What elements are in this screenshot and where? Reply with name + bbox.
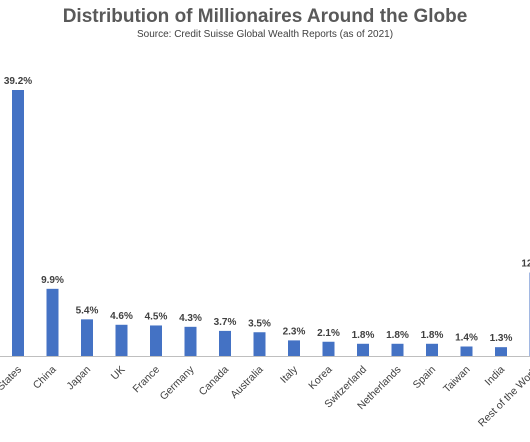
data-label: 3.7% (214, 317, 237, 328)
data-label: 4.6% (110, 311, 133, 322)
data-label: 3.5% (248, 318, 271, 329)
bar (460, 346, 473, 356)
bar (115, 324, 128, 356)
data-label: 1.3% (490, 333, 513, 344)
data-label: 1.4% (455, 333, 478, 344)
bar (357, 343, 369, 356)
x-tick-label: Taiwan (441, 364, 473, 396)
x-tick-label: Australia (228, 364, 265, 401)
data-label: 39.2% (4, 76, 32, 87)
data-label: 4.3% (179, 313, 202, 324)
data-label: 5.4% (76, 305, 99, 316)
data-label: 2.3% (283, 326, 306, 337)
bar (288, 340, 300, 356)
x-tick-label: Italy (278, 363, 301, 386)
chart-title: Distribution of Millionaires Around the … (62, 6, 468, 27)
x-tick-label: Canada (197, 364, 232, 399)
data-label: 9.9% (41, 275, 64, 286)
bar (495, 347, 507, 356)
bar (391, 343, 404, 356)
x-tick-label: Korea (306, 364, 334, 392)
data-label: 1.8% (421, 330, 444, 341)
data-label: 1.8% (386, 330, 409, 341)
x-tick-label: Germany (158, 363, 198, 403)
x-tick-label: China (31, 364, 59, 392)
x-tick-label: France (131, 364, 163, 396)
data-label: 12.3% (521, 259, 530, 270)
bar (46, 288, 59, 356)
bar (150, 325, 162, 356)
x-tick-label: Japan (64, 364, 93, 393)
chart-subtitle: Source: Credit Suisse Global Wealth Repo… (136, 29, 394, 40)
x-tick-label: Spain (411, 364, 439, 392)
x-tick-label: India (483, 364, 508, 389)
bar (12, 90, 24, 356)
x-tick-label: UK (109, 364, 128, 383)
bar (81, 319, 93, 356)
x-tick-label: United States (0, 364, 24, 417)
bar (253, 332, 266, 356)
bar (219, 330, 231, 356)
data-label: 1.8% (352, 330, 375, 341)
data-label: 4.5% (145, 311, 168, 322)
bar (184, 326, 197, 356)
data-label: 2.1% (317, 328, 340, 339)
bar (426, 343, 438, 356)
bar (322, 341, 335, 356)
